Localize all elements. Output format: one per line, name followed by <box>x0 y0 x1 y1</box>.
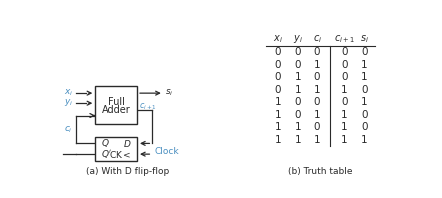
Text: 0: 0 <box>361 122 368 132</box>
Text: 0: 0 <box>295 110 301 120</box>
Text: 1: 1 <box>295 85 301 95</box>
Text: 0: 0 <box>314 47 320 57</box>
Text: Adder: Adder <box>102 105 130 115</box>
Text: $y_i$: $y_i$ <box>64 97 73 108</box>
Text: Full: Full <box>108 97 125 107</box>
Text: $D$: $D$ <box>123 138 132 149</box>
Text: (a) With D flip-flop: (a) With D flip-flop <box>86 167 169 176</box>
Text: $s_i$: $s_i$ <box>360 33 369 45</box>
Text: 0: 0 <box>314 72 320 82</box>
Text: 1: 1 <box>341 135 348 145</box>
Text: (b) Truth table: (b) Truth table <box>289 167 353 176</box>
Text: 1: 1 <box>314 60 320 69</box>
Text: $x_i$: $x_i$ <box>64 88 73 98</box>
Text: 0: 0 <box>274 60 281 69</box>
Text: $Q'$: $Q'$ <box>101 148 112 160</box>
Text: 1: 1 <box>361 135 368 145</box>
Text: 0: 0 <box>361 85 368 95</box>
Text: Clock: Clock <box>154 147 179 156</box>
Text: 1: 1 <box>274 110 281 120</box>
Text: 1: 1 <box>295 135 301 145</box>
Text: 1: 1 <box>295 72 301 82</box>
Text: 1: 1 <box>341 110 348 120</box>
Text: $c_i$: $c_i$ <box>65 124 73 135</box>
Text: 0: 0 <box>274 72 281 82</box>
Text: 1: 1 <box>314 110 320 120</box>
Text: 0: 0 <box>314 97 320 107</box>
Text: 1: 1 <box>274 122 281 132</box>
Text: 0: 0 <box>341 97 348 107</box>
Text: $c_i$: $c_i$ <box>312 33 322 45</box>
Text: 1: 1 <box>341 122 348 132</box>
Text: 0: 0 <box>341 47 348 57</box>
Text: 0: 0 <box>274 85 281 95</box>
Text: 0: 0 <box>361 110 368 120</box>
Text: 1: 1 <box>274 97 281 107</box>
Text: $c_{i+1}$: $c_{i+1}$ <box>139 102 156 112</box>
Text: $x_i$: $x_i$ <box>273 33 283 45</box>
Text: 0: 0 <box>361 47 368 57</box>
Text: $Q$: $Q$ <box>101 137 110 149</box>
Text: 1: 1 <box>314 85 320 95</box>
Text: CK$<$: CK$<$ <box>109 149 132 160</box>
Text: 0: 0 <box>295 97 301 107</box>
Text: $s_i$: $s_i$ <box>165 88 173 98</box>
Text: 1: 1 <box>361 72 368 82</box>
Text: 1: 1 <box>295 122 301 132</box>
Text: 0: 0 <box>341 72 348 82</box>
Text: 0: 0 <box>314 122 320 132</box>
Text: 0: 0 <box>341 60 348 69</box>
Text: 1: 1 <box>361 60 368 69</box>
Text: $c_{i+1}$: $c_{i+1}$ <box>334 33 355 45</box>
Bar <box>95 137 137 161</box>
Text: 0: 0 <box>295 47 301 57</box>
Text: 1: 1 <box>314 135 320 145</box>
Bar <box>95 87 137 124</box>
Text: 1: 1 <box>341 85 348 95</box>
Text: 0: 0 <box>295 60 301 69</box>
Text: 0: 0 <box>274 47 281 57</box>
Text: $y_i$: $y_i$ <box>293 33 303 45</box>
Text: 1: 1 <box>274 135 281 145</box>
Text: 1: 1 <box>361 97 368 107</box>
